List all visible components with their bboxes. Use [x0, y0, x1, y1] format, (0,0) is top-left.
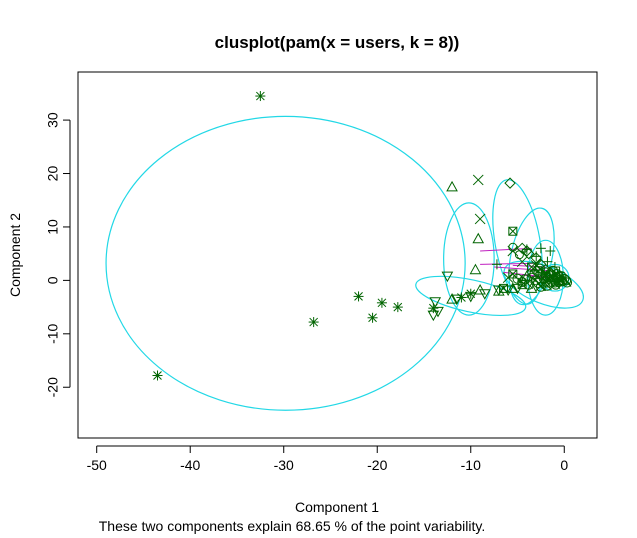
data-point — [540, 267, 551, 278]
data-points — [152, 91, 573, 381]
data-point — [511, 283, 524, 295]
data-point — [469, 263, 482, 275]
data-point — [514, 250, 524, 260]
data-point — [545, 245, 556, 256]
data-point — [441, 271, 454, 283]
cluster-segment — [480, 247, 532, 252]
data-point — [519, 274, 530, 285]
data-point — [502, 285, 515, 297]
data-point — [450, 294, 463, 306]
data-point — [512, 273, 523, 284]
y-axis: -20 -10 0 10 20 30 — [45, 112, 71, 397]
y-tick-label: -20 — [45, 377, 61, 397]
y-axis-label: Component 2 — [7, 213, 23, 297]
chart-title: clusplot(pam(x = users, k = 8)) — [215, 33, 460, 52]
y-tick-label: 20 — [45, 166, 61, 182]
data-point — [562, 277, 573, 288]
data-point — [523, 247, 535, 260]
data-point — [542, 256, 553, 267]
x-axis: -50 -40 -30 -20 -10 0 — [87, 445, 568, 473]
data-point — [551, 268, 562, 279]
data-point — [534, 263, 545, 274]
data-point — [472, 174, 484, 186]
y-tick-label: 10 — [45, 219, 61, 235]
data-point — [529, 268, 540, 279]
x-tick-label: 0 — [560, 457, 568, 473]
data-point — [427, 310, 440, 322]
y-tick-label: 0 — [45, 276, 61, 284]
data-point — [504, 177, 516, 189]
cluster-ellipse — [443, 202, 495, 316]
data-point — [502, 272, 514, 284]
data-point — [535, 281, 546, 292]
data-point — [255, 91, 266, 102]
data-point — [542, 280, 553, 291]
x-axis-label: Component 1 — [295, 499, 379, 515]
data-point — [506, 282, 519, 293]
data-point — [392, 302, 403, 313]
data-point — [492, 285, 505, 297]
data-point — [152, 370, 163, 381]
cluster-ellipse — [105, 115, 466, 411]
plot-frame — [77, 71, 598, 439]
data-point — [508, 226, 518, 236]
variability-caption: These two components explain 68.65 % of … — [99, 518, 486, 534]
data-point — [472, 232, 485, 244]
x-tick-label: -20 — [367, 457, 387, 473]
x-tick-label: -40 — [180, 457, 200, 473]
y-tick-label: -10 — [45, 323, 61, 343]
data-point — [474, 213, 486, 225]
x-tick-label: -10 — [461, 457, 481, 473]
x-tick-label: -50 — [87, 457, 107, 473]
data-point — [531, 251, 542, 262]
cluster-ellipse — [415, 275, 527, 317]
data-point — [432, 306, 444, 318]
data-point — [353, 291, 364, 302]
data-point — [464, 291, 477, 303]
y-tick-label: 30 — [45, 112, 61, 128]
data-point — [535, 243, 546, 254]
cluster-segment — [480, 262, 537, 265]
data-point — [367, 312, 378, 323]
data-point — [478, 289, 491, 300]
data-point — [491, 259, 502, 270]
data-point — [508, 242, 518, 252]
x-tick-label: -30 — [274, 457, 294, 473]
data-point — [521, 244, 532, 255]
data-point — [308, 317, 319, 328]
data-point — [429, 297, 442, 308]
cluster-ellipse — [492, 179, 543, 305]
data-point — [376, 297, 387, 308]
data-point — [465, 288, 476, 299]
data-point — [446, 180, 458, 192]
data-point — [525, 282, 538, 293]
data-point — [550, 279, 561, 290]
data-point — [446, 293, 458, 304]
